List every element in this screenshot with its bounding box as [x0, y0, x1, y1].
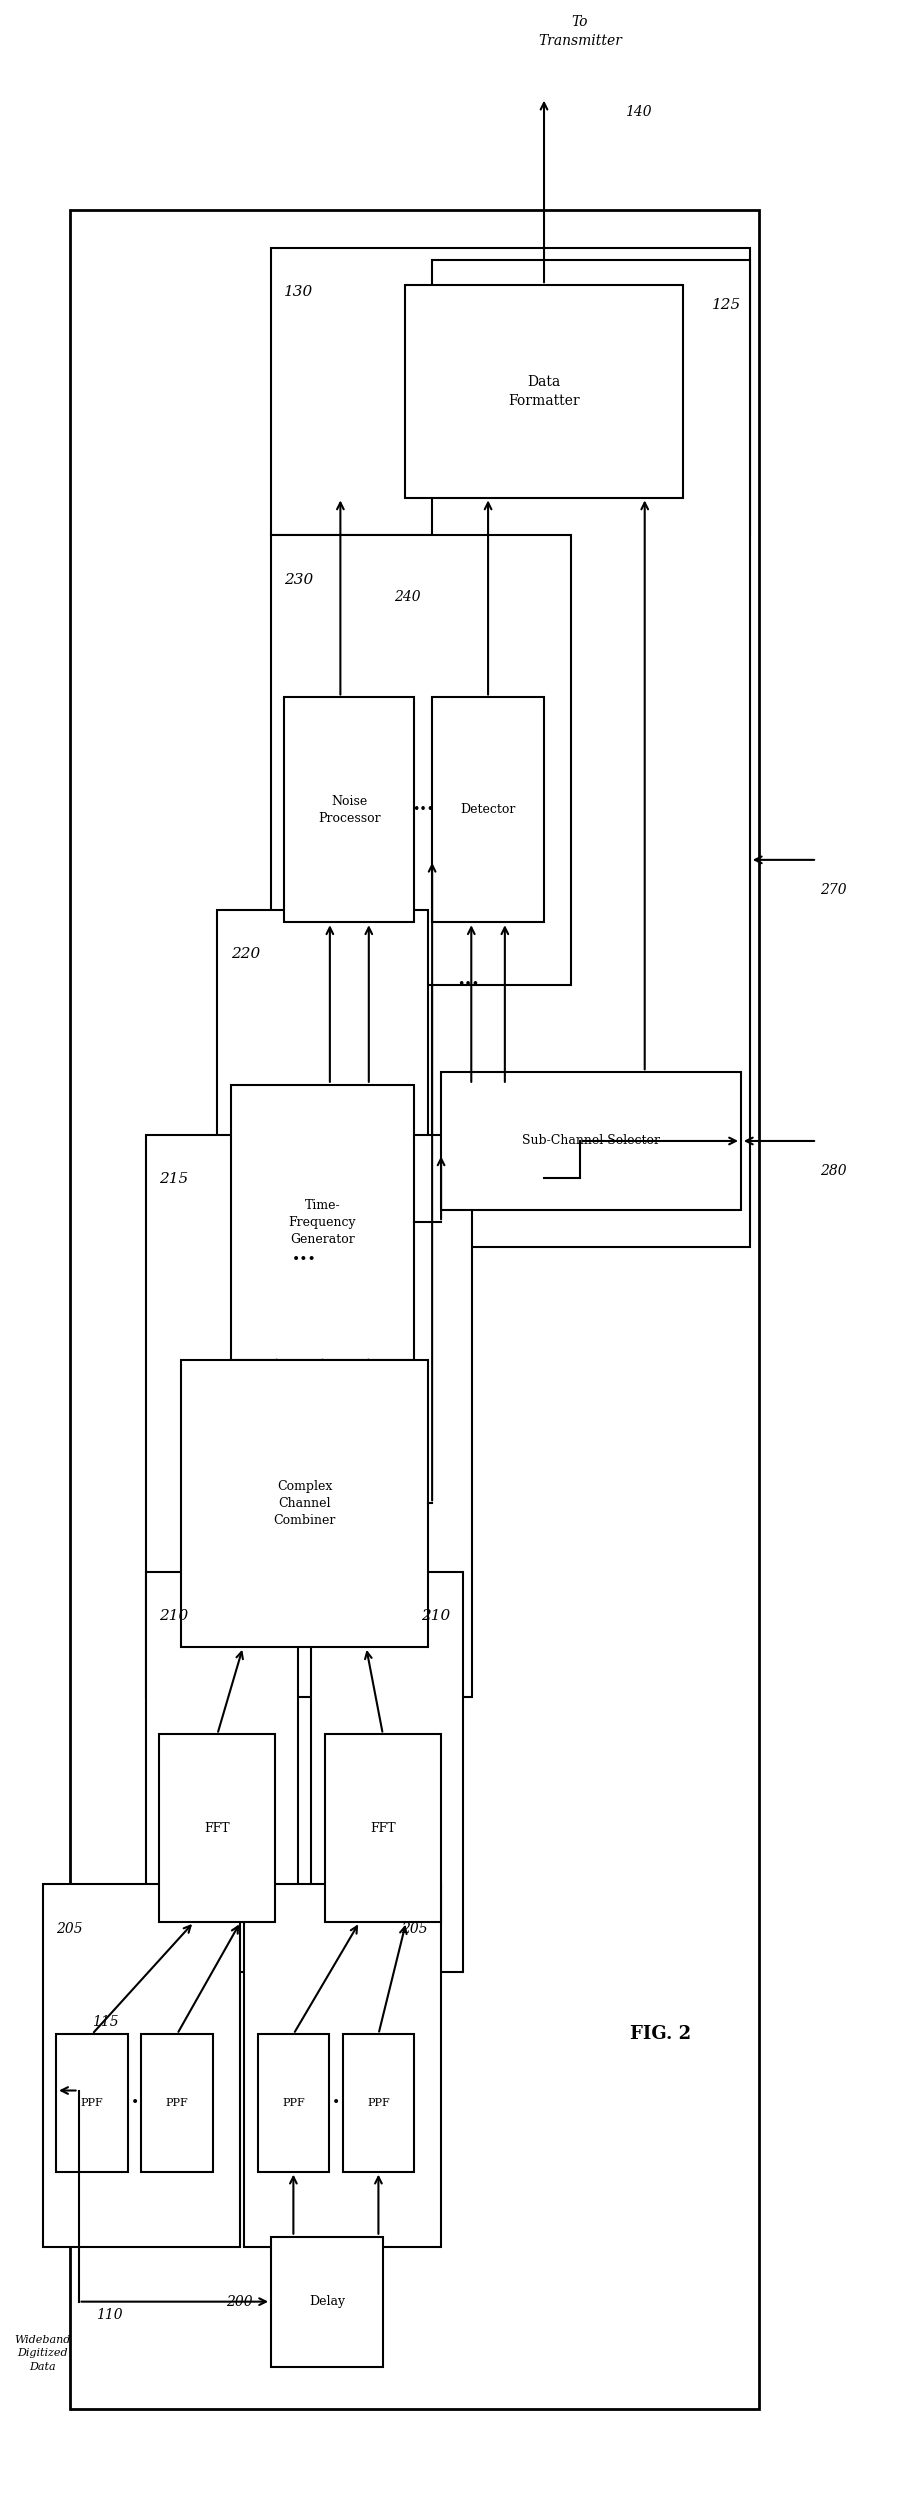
Text: Detector: Detector — [460, 803, 515, 815]
Text: 210: 210 — [421, 1610, 450, 1623]
Text: •••: ••• — [457, 979, 479, 991]
Text: 220: 220 — [231, 949, 260, 961]
Bar — [56, 2035, 128, 2171]
Text: To
Transmitter: To Transmitter — [538, 15, 622, 48]
Text: 115: 115 — [92, 2015, 118, 2028]
Bar — [285, 697, 415, 923]
Text: Wideband
Digitized
Data: Wideband Digitized Data — [15, 2335, 71, 2373]
Bar — [182, 1359, 427, 1648]
Text: 125: 125 — [712, 297, 741, 312]
Bar — [231, 1084, 415, 1359]
Text: Noise
Processor: Noise Processor — [318, 795, 381, 825]
Text: 240: 240 — [395, 591, 421, 604]
Text: Delay: Delay — [309, 2295, 345, 2307]
Text: PPF: PPF — [282, 2098, 305, 2108]
Text: 230: 230 — [285, 574, 314, 586]
Bar — [441, 1072, 741, 1210]
Text: 270: 270 — [820, 883, 846, 896]
Text: Complex
Channel
Combiner: Complex Channel Combiner — [274, 1479, 335, 1527]
Bar — [159, 1734, 275, 1922]
Text: PPF: PPF — [367, 2098, 390, 2108]
Bar — [432, 697, 544, 923]
Text: 140: 140 — [624, 106, 651, 118]
Text: FFT: FFT — [205, 1822, 230, 1834]
Bar — [245, 1884, 441, 2247]
Text: 200: 200 — [226, 2295, 253, 2310]
Text: PPF: PPF — [81, 2098, 104, 2108]
Bar — [43, 1884, 240, 2247]
Text: 205: 205 — [56, 1922, 83, 1935]
Bar — [145, 1135, 473, 1696]
Text: •: • — [332, 2096, 340, 2111]
Text: 280: 280 — [820, 1165, 846, 1177]
Text: PPF: PPF — [165, 2098, 188, 2108]
Text: FIG. 2: FIG. 2 — [630, 2025, 691, 2043]
Text: Time-
Frequency
Generator: Time- Frequency Generator — [289, 1198, 356, 1245]
Text: •••: ••• — [292, 1253, 317, 1266]
Text: 210: 210 — [159, 1610, 188, 1623]
Bar — [271, 2237, 383, 2368]
Bar — [145, 1572, 298, 1973]
Text: •: • — [130, 2096, 139, 2111]
Text: •••: ••• — [412, 803, 435, 815]
Text: 110: 110 — [96, 2307, 123, 2322]
Bar — [325, 1734, 441, 1922]
Bar — [257, 2035, 329, 2171]
Bar — [432, 259, 750, 1248]
Bar — [271, 247, 750, 536]
Text: 205: 205 — [401, 1922, 427, 1935]
Bar — [405, 284, 683, 498]
Bar — [217, 911, 427, 1396]
Text: Data
Formatter: Data Formatter — [508, 375, 580, 408]
Bar — [70, 211, 759, 2410]
Text: FFT: FFT — [370, 1822, 395, 1834]
Bar — [343, 2035, 415, 2171]
Bar — [311, 1572, 464, 1973]
Bar — [141, 2035, 213, 2171]
Text: 130: 130 — [285, 284, 314, 299]
Bar — [271, 536, 571, 984]
Text: Sub-Channel Selector: Sub-Channel Selector — [522, 1135, 660, 1147]
Text: 215: 215 — [159, 1172, 188, 1185]
